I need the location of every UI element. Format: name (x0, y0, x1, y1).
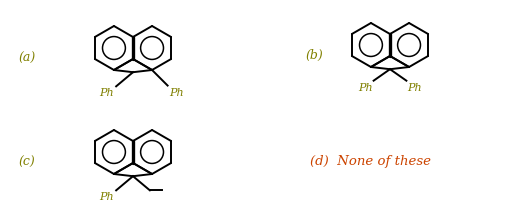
Text: (b): (b) (305, 49, 323, 62)
Text: (d)  None of these: (d) None of these (310, 155, 431, 168)
Text: (c): (c) (18, 155, 35, 168)
Text: Ph: Ph (358, 83, 373, 93)
Text: Ph: Ph (169, 88, 184, 98)
Text: Ph: Ph (408, 83, 422, 93)
Text: (a): (a) (18, 52, 35, 65)
Text: Ph: Ph (99, 192, 114, 202)
Text: Ph: Ph (99, 88, 114, 98)
